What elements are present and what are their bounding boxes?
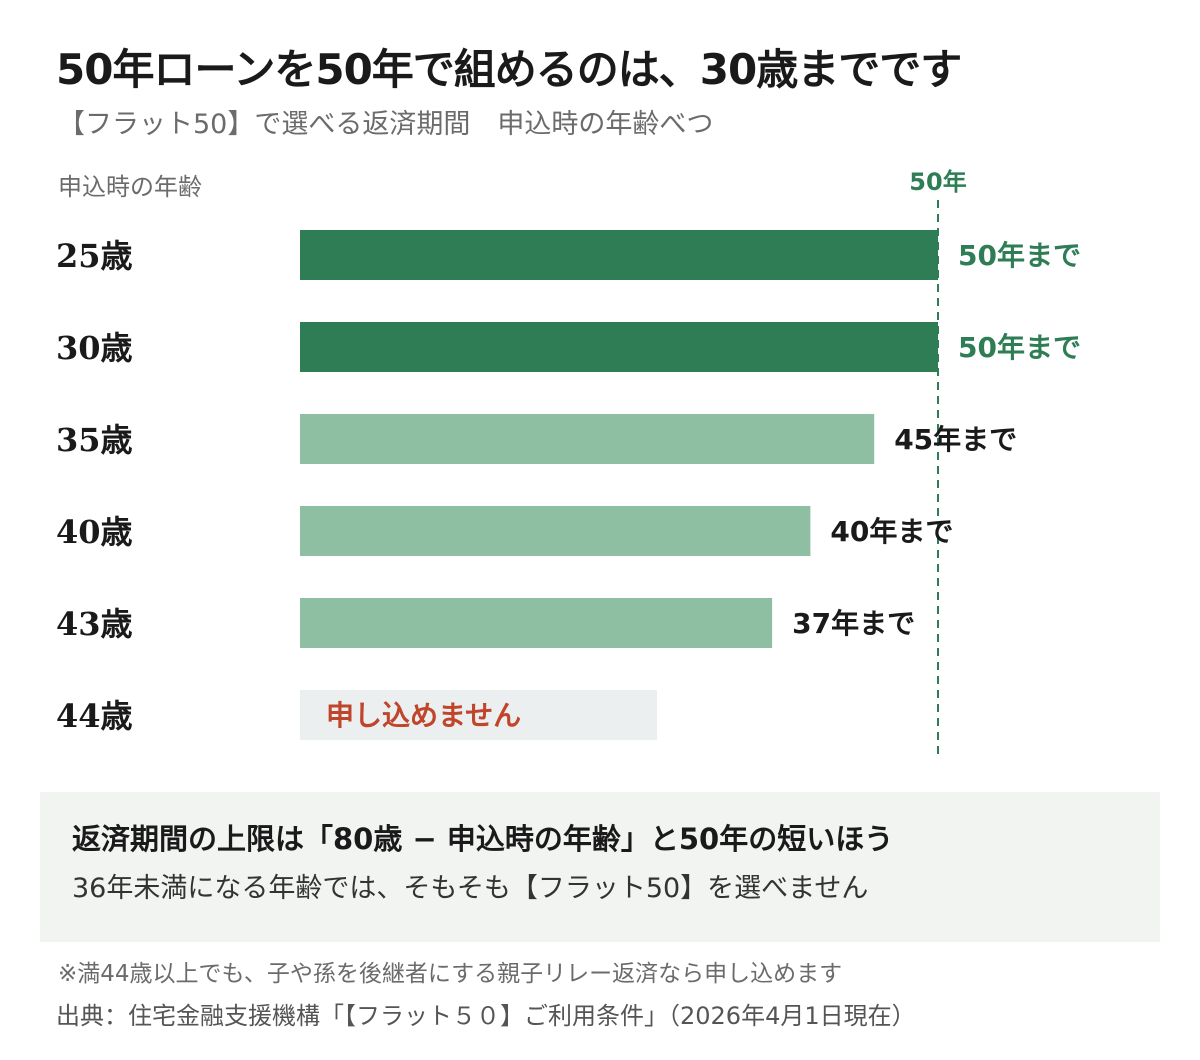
note-box: 返済期間の上限は「80歳 − 申込時の年齢」と50年の短いほう 36年未満になる… xyxy=(40,792,1160,942)
bar xyxy=(300,506,811,556)
data-label: 40年まで xyxy=(830,515,953,548)
category-label: 35歳 xyxy=(56,421,133,459)
axis-title: 申込時の年齢 xyxy=(58,173,202,201)
bar xyxy=(300,230,938,280)
bar-not-available xyxy=(300,690,657,740)
category-label: 30歳 xyxy=(56,329,133,367)
note-main-text: 返済期間の上限は「80歳 − 申込時の年齢」と50年の短いほう xyxy=(72,822,894,856)
category-label: 43歳 xyxy=(56,605,133,643)
data-label: 45年まで xyxy=(894,423,1017,456)
category-label: 25歳 xyxy=(56,237,133,275)
bar xyxy=(300,414,875,464)
note-sub-text: 36年未満になる年齢では、そもそも【フラット50】を選べません xyxy=(72,873,869,904)
source-credit: 出典：住宅金融支援機構「【フラット５０】ご利用条件」（2026年4月1日現在） xyxy=(56,1002,916,1030)
category-label: 44歳 xyxy=(56,697,133,735)
chart-subtitle: 【フラット50】で選べる返済期間 申込時の年齢べつ xyxy=(58,109,714,140)
bar-chart: 申込時の年齢 50年 25歳 50年まで 30歳 50年まで 35歳 45年まで 40歳 40年ま… xyxy=(56,168,1081,756)
not-available-label: 申し込めません xyxy=(326,699,521,732)
data-label: 50年まで xyxy=(958,239,1081,272)
reference-line-label: 50年 xyxy=(909,168,966,196)
category-label: 40歳 xyxy=(56,513,133,551)
chart-title: 50年ローンを50年で組めるのは、30歳までです xyxy=(56,45,962,94)
bar xyxy=(300,598,773,648)
data-label: 37年まで xyxy=(792,607,915,640)
bar xyxy=(300,322,938,372)
data-label: 50年まで xyxy=(958,331,1081,364)
footnote: ※満44歳以上でも、子や孫を後継者にする親子リレー返済なら申し込めます xyxy=(58,961,843,987)
